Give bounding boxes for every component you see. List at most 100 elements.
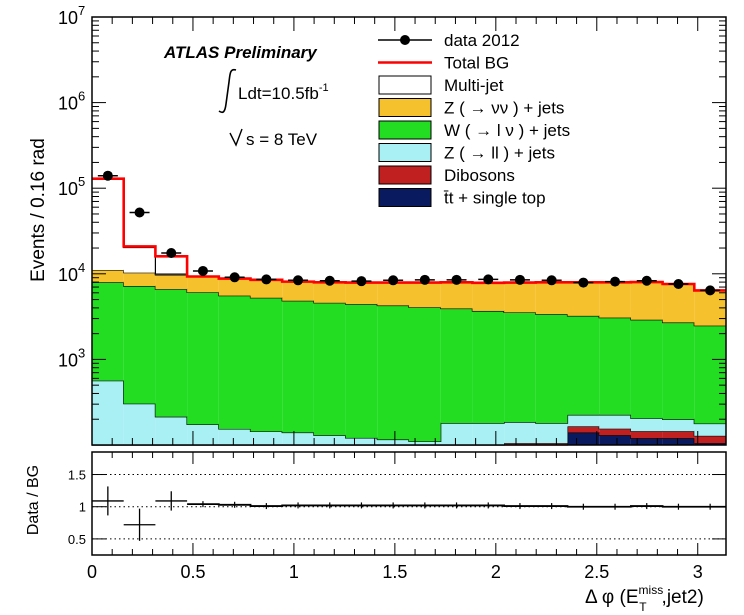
data-point (673, 279, 684, 290)
stack-bar (472, 423, 505, 445)
legend-label: data 2012 (444, 31, 520, 50)
energy-label: s = 8 TeV (246, 130, 318, 149)
stack-bar (155, 289, 188, 417)
stack-bar (313, 302, 346, 436)
ratio-y-tick-label: 1.5 (68, 468, 86, 483)
stack-bar (377, 439, 409, 445)
stack-bar (630, 319, 663, 419)
stack-bar (218, 428, 251, 445)
stack-bar (345, 304, 378, 438)
data-point (546, 275, 557, 286)
legend-label: Z ( → νν ) + jets (444, 99, 564, 118)
legend-swatch (378, 143, 432, 162)
stack-bar (662, 419, 695, 432)
data-point (483, 274, 494, 285)
legend-label: Dibosons (444, 166, 515, 185)
legend-data-marker (400, 35, 410, 45)
stack-bar (662, 322, 695, 420)
data-point (166, 247, 177, 258)
y-tick-label: 106 (58, 89, 85, 114)
main-plot-frame (91, 16, 727, 446)
ratio-y-axis-label: Data / BG (25, 465, 42, 535)
data-point (324, 275, 335, 286)
stack-bar (345, 282, 378, 305)
stack-bar (123, 285, 156, 404)
data-point (388, 275, 399, 286)
stack-bar (567, 426, 600, 433)
x-tick-labels: 0 0.5 1 1.5 2 2.5 3 (87, 562, 703, 582)
data-point (102, 170, 113, 181)
stack-bar (535, 443, 568, 445)
stack-bar (599, 428, 631, 436)
legend-label: Z ( → ll ) + jets (444, 144, 555, 163)
ratio-points (92, 486, 726, 541)
stack-bar (567, 414, 600, 427)
x-tick-label: 1 (289, 562, 299, 582)
stack-bar (282, 300, 314, 433)
stack-bar (662, 283, 695, 323)
atlas-annotation: ATLAS Preliminary Ldt=10.5fb-1 s = 8 TeV (163, 43, 329, 149)
data-point (578, 277, 589, 288)
stack-bar (630, 282, 663, 320)
ratio-plot: 0.511.5 0 0.5 1 1.5 2 2.5 3 Data / BG Δ φ (Emi… (25, 451, 727, 614)
stack-bar (92, 282, 124, 381)
legend-label: Multi-jet (444, 76, 504, 95)
data-point (419, 274, 430, 285)
legend-label: Total BG (444, 54, 509, 73)
main-axis-ticks (91, 17, 726, 446)
integral-sign-icon (218, 68, 237, 114)
stack-bar (187, 424, 219, 445)
x-tick-label: 0 (87, 562, 97, 582)
stack-bar (187, 276, 219, 293)
stack-bar (472, 310, 505, 424)
main-y-tick-labels: 107 106 105 104 103 (58, 3, 85, 370)
legend-label: W ( → l ν ) + jets (444, 121, 570, 140)
stack-bar (218, 278, 251, 296)
stack-bar (377, 282, 409, 306)
stack-bar (250, 279, 283, 298)
stack-bar (218, 295, 251, 429)
stack-bar (313, 435, 346, 445)
stack-bar (282, 432, 314, 445)
legend-label: t̄t + single top (443, 189, 545, 208)
stack-bar (535, 423, 568, 444)
stack-bar (567, 315, 600, 415)
stack-bar (567, 432, 600, 445)
stack-bar (504, 312, 536, 423)
stack-bar (123, 272, 156, 286)
stack-bar (504, 443, 536, 445)
main-y-axis-label: Events / 0.16 rad (28, 138, 49, 282)
main-plot: 107 106 105 104 103 Events / 0.16 rad (28, 3, 727, 446)
data-point (197, 265, 208, 276)
stack-bar (694, 423, 726, 436)
stack-bar (155, 416, 188, 445)
stack-bar (187, 292, 219, 425)
x-tick-label: 3 (693, 562, 703, 582)
stack-bar (662, 438, 695, 445)
legend-swatch (378, 120, 432, 140)
y-tick-label: 104 (58, 260, 85, 285)
data-point (451, 274, 462, 285)
stack-bar (92, 178, 124, 271)
legend-swatch (378, 165, 432, 185)
stack-bar (123, 247, 156, 273)
legend-swatch (378, 75, 432, 95)
stack-bar (440, 308, 473, 424)
stack-bar (123, 403, 156, 445)
x-axis-label: Δ φ (Emiss T ,jet2) (585, 583, 704, 614)
x-tick-label: 0.5 (180, 562, 205, 582)
stack-bar (599, 317, 631, 415)
x-tick-label: 1.5 (382, 562, 407, 582)
ratio-plot-frame (91, 451, 727, 556)
y-tick-label: 107 (58, 3, 85, 28)
data-point (229, 272, 240, 283)
y-tick-label: 103 (58, 345, 85, 370)
stack-bar (250, 431, 283, 445)
stack-bar (599, 435, 631, 445)
stack-bar (409, 441, 441, 445)
stack-bar (630, 431, 663, 439)
x-tick-label: 2.5 (584, 562, 609, 582)
stack-bar (92, 380, 124, 445)
legend-swatch (378, 188, 432, 207)
legend: data 2012 Total BG Multi-jet Z ( → νν ) + j… (378, 31, 570, 208)
